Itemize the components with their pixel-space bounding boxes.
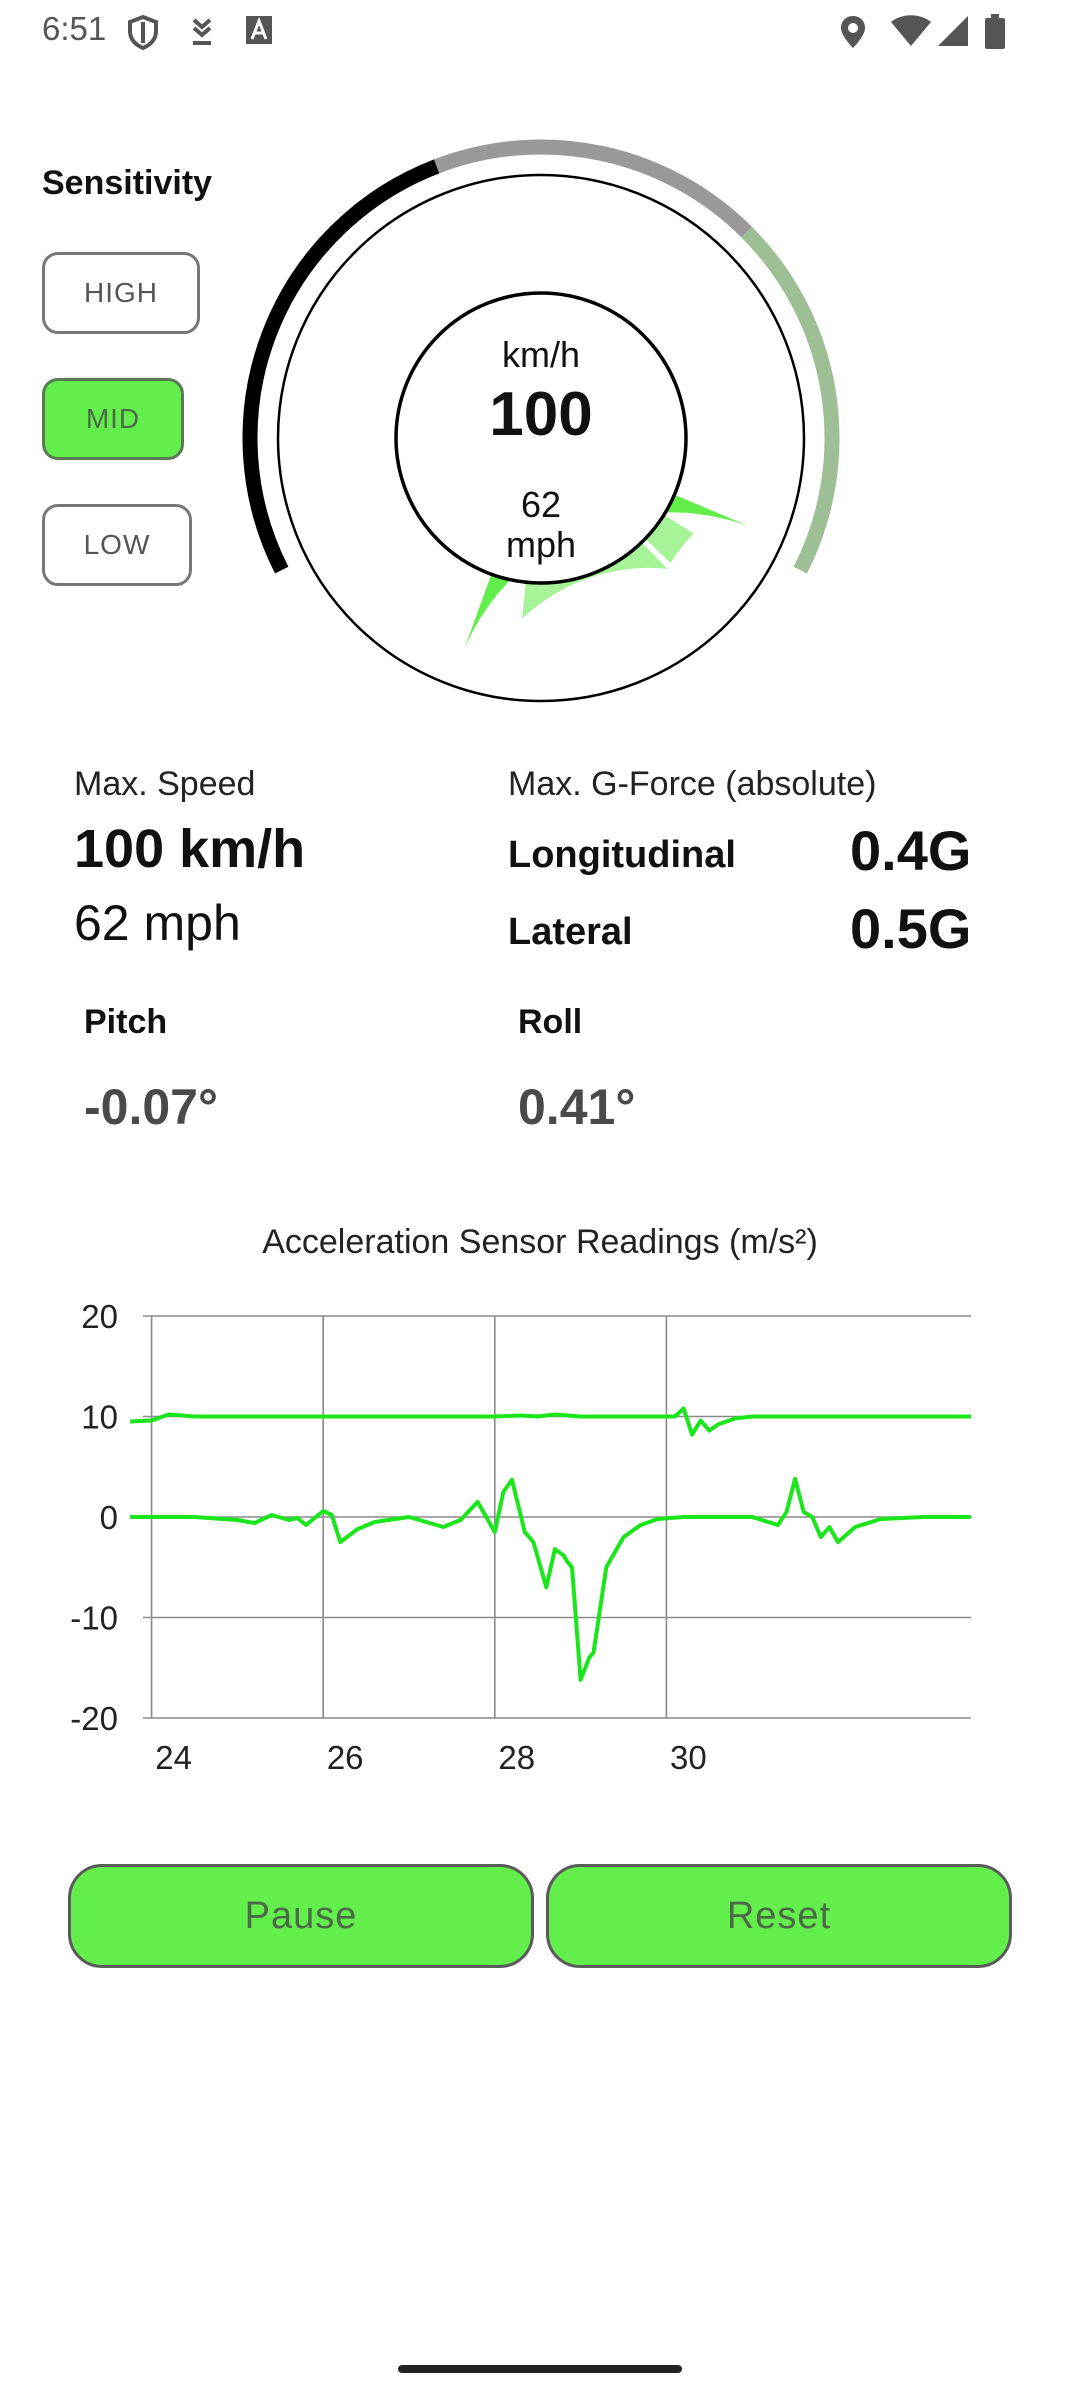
chart-y-tick-label: 10	[81, 1399, 118, 1436]
chart-y-tick-label: 20	[81, 1298, 118, 1335]
location-icon	[841, 16, 865, 48]
speed-gauge: km/h 100 62 mph	[242, 139, 840, 703]
max-speed-label: Max. Speed	[74, 765, 256, 803]
gauge-speed-mph: 62	[521, 484, 561, 525]
max-speed-kmh: 100 km/h	[74, 819, 306, 879]
lateral-label: Lateral	[508, 911, 633, 953]
chart-y-tick-label: 0	[100, 1499, 118, 1536]
gauge-outer-ring	[276, 173, 806, 703]
pause-button[interactable]: Pause	[68, 1864, 534, 1968]
gauge-band-low	[242, 159, 440, 574]
chart-x-tick-label: 24	[155, 1739, 192, 1776]
max-speed-mph: 62 mph	[74, 895, 241, 951]
chart-title: Acceleration Sensor Readings (m/s²)	[262, 1223, 818, 1261]
chart-x-tick-label: 26	[327, 1739, 364, 1776]
gforce-label: Max. G-Force (absolute)	[508, 765, 877, 803]
chart-y-tick-label: -10	[70, 1600, 118, 1637]
longitudinal-label: Longitudinal	[508, 834, 736, 876]
gauge-band-mid	[434, 139, 753, 238]
reset-button[interactable]: Reset	[546, 1864, 1012, 1968]
sensitivity-mid-button[interactable]: MID	[42, 378, 184, 460]
pitch-value: -0.07°	[84, 1079, 218, 1135]
acceleration-chart: Acceleration Sensor Readings (m/s²) 20 10…	[70, 1223, 971, 1776]
gauge-speed-kmh: 100	[489, 380, 592, 449]
sensitivity-high-button[interactable]: HIGH	[42, 252, 200, 334]
battery-icon	[985, 14, 1005, 49]
wifi-icon	[891, 15, 931, 46]
gauge-unit-kmh: km/h	[502, 334, 580, 375]
a-box-icon	[246, 16, 272, 44]
roll-label: Roll	[518, 1003, 583, 1041]
gauge-inner-circle	[394, 291, 688, 585]
lateral-value: 0.5G	[850, 897, 972, 960]
sensitivity-low-button[interactable]: LOW	[42, 504, 192, 586]
roll-value: 0.41°	[518, 1079, 636, 1135]
signal-icon	[938, 16, 968, 46]
gauge-band-high	[741, 226, 840, 574]
chart-y-tick-label: -20	[70, 1700, 118, 1737]
longitudinal-value: 0.4G	[850, 819, 972, 882]
chart-x-tick-label: 30	[670, 1739, 707, 1776]
chart-series-line-1	[130, 1406, 971, 1437]
status-time: 6:51	[42, 10, 107, 47]
gauge-unit-mph: mph	[506, 524, 576, 565]
gauge-bands	[242, 139, 840, 574]
chart-series-line-2	[130, 1476, 971, 1682]
shield-icon	[128, 14, 158, 50]
sensitivity-label: Sensitivity	[42, 164, 213, 202]
download-icon	[192, 18, 212, 45]
home-indicator[interactable]	[398, 2365, 682, 2373]
pitch-label: Pitch	[84, 1003, 168, 1041]
chart-x-tick-label: 28	[498, 1739, 535, 1776]
